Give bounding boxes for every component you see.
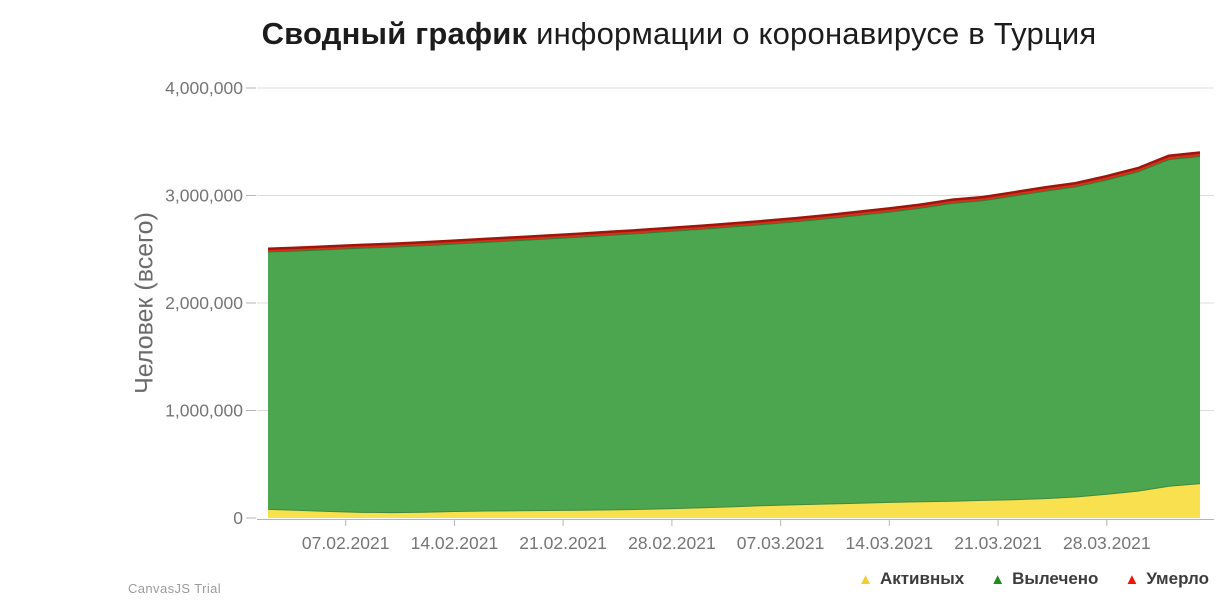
triangle-marker-icon: ▲ xyxy=(990,570,1006,588)
y-tick-label: 4,000,000 xyxy=(165,78,243,98)
y-tick-label: 0 xyxy=(233,508,243,528)
area-died-line xyxy=(267,151,1201,250)
legend-label-active: Активных xyxy=(879,569,965,588)
area-recovered xyxy=(268,156,1200,513)
triangle-marker-icon: ▲ xyxy=(1124,570,1140,588)
y-tick-label: 2,000,000 xyxy=(165,293,243,313)
legend-item-died[interactable]: ▲ Умерло xyxy=(1124,569,1209,589)
chart-title: Сводный график информации о коронавирусе… xyxy=(126,16,1232,52)
x-tick-label: 28.02.2021 xyxy=(628,533,716,553)
chart-title-rest: информации о коронавирусе в Турция xyxy=(527,16,1097,51)
chart-title-bold: Сводный график xyxy=(261,16,528,51)
y-tick-label: 1,000,000 xyxy=(165,401,243,421)
x-tick-label: 14.02.2021 xyxy=(411,533,499,553)
area-active xyxy=(268,483,1200,518)
legend-label-recovered: Вылечено xyxy=(1012,569,1099,588)
legend-label-died: Умерло xyxy=(1146,569,1209,588)
y-tick-label: 3,000,000 xyxy=(165,186,243,206)
triangle-marker-icon: ▲ xyxy=(858,570,873,588)
x-tick-label: 07.02.2021 xyxy=(302,533,390,553)
x-tick-label: 21.02.2021 xyxy=(519,533,607,553)
x-tick-label: 14.03.2021 xyxy=(846,533,934,553)
x-tick-label: 07.03.2021 xyxy=(737,533,825,553)
chart-legend: ▲ Активных ▲ Вылечено ▲ Умерло xyxy=(858,569,1209,589)
legend-item-active[interactable]: ▲ Активных xyxy=(858,569,964,589)
legend-item-recovered[interactable]: ▲ Вылечено xyxy=(990,569,1098,589)
x-tick-label: 28.03.2021 xyxy=(1063,533,1151,553)
watermark-text: CanvasJS Trial xyxy=(128,581,222,596)
x-tick-label: 21.03.2021 xyxy=(954,533,1042,553)
